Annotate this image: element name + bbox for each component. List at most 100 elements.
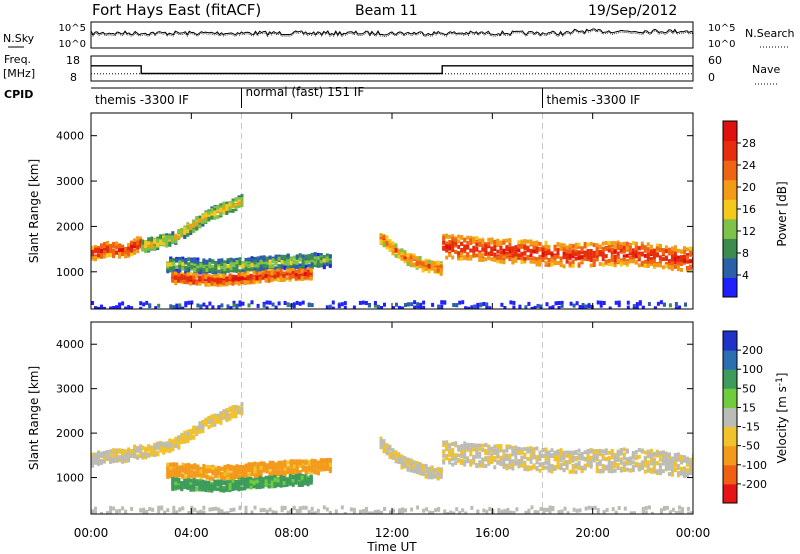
scatter-cell [439,264,443,269]
scatter-cell [219,411,223,416]
scatter-cell [208,258,212,263]
scatter-cell [217,264,221,269]
scatter-cell [213,210,217,215]
scatter-cell [213,278,217,283]
scatter-cell [683,473,686,478]
scatter-cell [177,479,181,484]
scatter-cell [214,506,218,511]
scatter-cell [562,249,566,254]
scatter-cell [686,471,689,476]
scatter-cell [577,244,581,249]
scatter-cell [557,306,561,309]
scatter-cell [213,482,217,487]
scatter-cell [676,255,680,260]
scatter-cell [445,440,449,445]
scatter-cell [145,509,149,514]
scatter-cell [589,455,593,460]
scatter-cell [451,450,455,455]
scatter-cell [228,416,232,421]
scatter-cell [424,260,428,265]
scatter-cell [655,451,659,456]
scatter-cell [670,464,674,469]
scatter-cell [496,241,500,246]
scatter-cell [151,507,155,512]
scatter-cell [118,248,122,253]
scatter-cell [195,482,199,487]
scatter-cell [267,278,271,283]
scatter-cell [198,218,202,223]
scatter-cell [481,245,485,250]
scatter-cell [661,257,665,262]
y-tick-label: 3000 [56,175,84,188]
scatter-cell [202,265,206,270]
scatter-cell [577,263,581,268]
scatter-cell [616,242,620,247]
scatter-cell [427,475,431,480]
scatter-cell [232,507,236,512]
scatter-cell [469,248,473,253]
scatter-cell [243,280,247,285]
scatter-cell [415,465,419,470]
scatter-cell [237,281,241,286]
scatter-cell [421,266,425,271]
scatter-cell [106,454,109,459]
scatter-cell [228,407,232,412]
scatter-cell [285,478,289,483]
scatter-cell [664,458,668,463]
scatter-cell [94,255,97,260]
scatter-cell [270,484,274,489]
scatter-cell [670,267,674,271]
scatter-cell [646,260,650,265]
scatter-cell [174,437,178,442]
scatter-cell [280,259,284,264]
scatter-cell [255,479,259,484]
scatter-cell [222,413,226,418]
scatter-cell [565,259,569,264]
scatter-cell [493,245,497,249]
scatter-cell [253,461,257,466]
scatter-cell [232,470,236,475]
scatter-cell [451,240,455,245]
scatter-cell [404,303,407,307]
scatter-cell [192,222,196,227]
scatter-cell [520,253,524,258]
scatter-cell [273,480,277,484]
scatter-cell [589,241,593,246]
scatter-cell [106,253,109,258]
scatter-cell [502,460,506,465]
scatter-cell [331,300,335,305]
scatter-cell [307,264,311,269]
scatter-cell [517,248,521,253]
scatter-cell [496,249,500,254]
scatter-cell [139,239,143,244]
noise-sky-line [90,28,694,36]
scatter-cell [586,242,590,247]
scatter-cell [427,269,431,274]
scatter-cell [436,268,440,273]
scatter-cell [237,197,241,201]
scatter-cell [472,245,476,250]
scatter-cell [195,479,199,484]
scatter-cell [409,258,413,263]
scatter-cell [292,265,296,270]
scatter-cell [228,480,232,485]
scatter-cell [442,240,446,245]
scatter-cell [193,463,197,468]
scatter-cell [535,459,539,464]
scatter-cell [91,460,94,465]
scatter-cell [121,506,125,511]
scatter-cell [264,475,268,480]
scatter-cell [208,468,212,473]
scatter-cell [153,445,157,450]
power-scatter-cells [91,194,693,309]
scatter-cell [310,303,314,308]
scatter-cell [631,241,635,246]
scatter-cell [136,249,140,254]
scatter-cell [667,460,671,465]
scatter-cell [265,306,269,309]
scatter-cell [174,481,178,486]
scatter-cell [193,259,197,264]
scatter-cell [529,259,533,264]
scatter-cell [472,443,476,448]
scatter-cell [112,450,116,455]
